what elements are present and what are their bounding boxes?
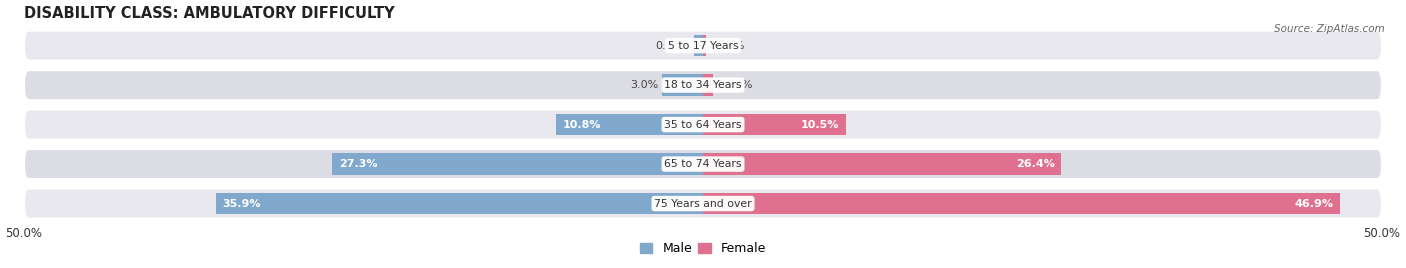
Legend: Male, Female: Male, Female [636,237,770,260]
Bar [215,193,703,214]
Bar [703,193,1340,214]
Text: 65 to 74 Years: 65 to 74 Years [664,159,742,169]
Text: Source: ZipAtlas.com: Source: ZipAtlas.com [1274,24,1385,34]
Text: 35 to 64 Years: 35 to 64 Years [664,120,742,130]
Text: 3.0%: 3.0% [630,80,658,90]
FancyBboxPatch shape [24,189,1382,219]
Bar [703,153,1062,175]
Bar [557,114,703,135]
Text: 10.5%: 10.5% [800,120,839,130]
Text: 5 to 17 Years: 5 to 17 Years [668,41,738,51]
Text: 26.4%: 26.4% [1015,159,1054,169]
FancyBboxPatch shape [24,149,1382,179]
FancyBboxPatch shape [24,31,1382,61]
Text: 18 to 34 Years: 18 to 34 Years [664,80,742,90]
Text: 10.8%: 10.8% [564,120,602,130]
Text: 27.3%: 27.3% [339,159,378,169]
Bar [703,35,706,56]
Text: 35.9%: 35.9% [222,199,260,209]
Text: 0.63%: 0.63% [655,41,690,51]
Bar [695,35,703,56]
FancyBboxPatch shape [24,110,1382,140]
Bar [662,75,703,96]
Text: 0.19%: 0.19% [710,41,745,51]
Text: 75 Years and over: 75 Years and over [654,199,752,209]
FancyBboxPatch shape [24,70,1382,100]
Text: 46.9%: 46.9% [1294,199,1333,209]
Bar [703,114,845,135]
Bar [703,75,713,96]
Text: DISABILITY CLASS: AMBULATORY DIFFICULTY: DISABILITY CLASS: AMBULATORY DIFFICULTY [24,6,395,21]
Bar [332,153,703,175]
Text: 0.74%: 0.74% [717,80,752,90]
